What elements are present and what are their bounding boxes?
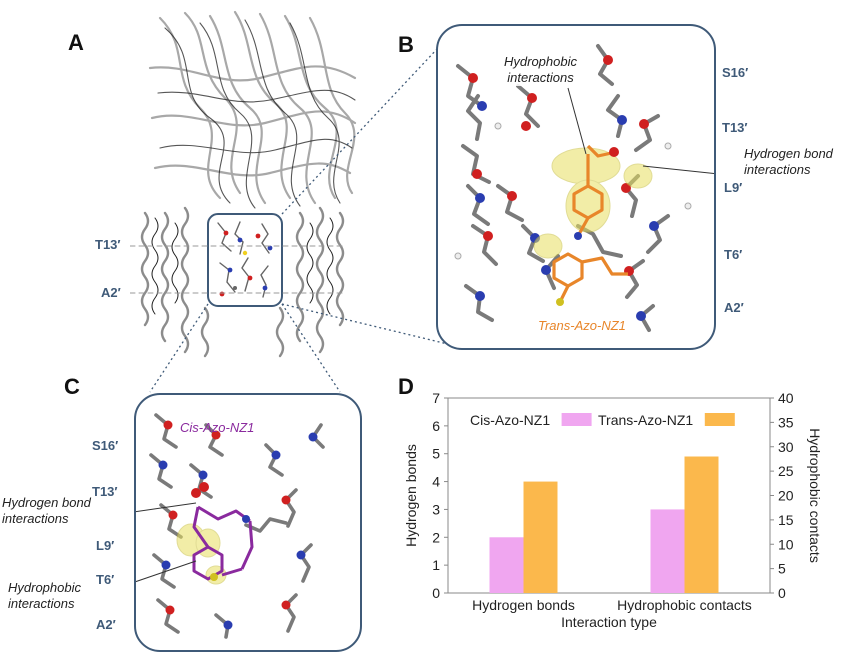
b-res-a2: A2′	[724, 300, 744, 315]
b-ligand-name: Trans-Azo-NZ1	[538, 318, 626, 333]
b-annotation-hbond: Hydrogen bond interactions	[744, 146, 833, 177]
c-res-s16: S16′	[92, 438, 119, 453]
y2-tick-label: 5	[778, 561, 786, 577]
y-tick-label: 4	[432, 474, 440, 490]
cis-binding-site-image	[136, 413, 325, 639]
y2-tick-label: 30	[778, 439, 794, 455]
y2-tick-label: 10	[778, 536, 794, 552]
c-res-t6: T6′	[96, 572, 115, 587]
legend-label-trans: Trans-Azo-NZ1	[598, 412, 693, 428]
y-tick-label: 0	[432, 585, 440, 601]
panel-c-letter: C	[64, 374, 80, 399]
y-axis-title: Hydrogen bonds	[403, 444, 419, 547]
c-res-a2: A2′	[96, 617, 116, 632]
a-label-a2: A2′	[101, 285, 121, 300]
trans-binding-site-image	[454, 44, 714, 332]
y-tick-label: 7	[432, 390, 440, 406]
bar-trans-0	[523, 481, 558, 593]
y2-tick-label: 20	[778, 488, 794, 504]
b-annotation-hydrophobic: Hydrophobic interactions	[504, 54, 577, 86]
y2-axis-title: Hydrophobic contacts	[807, 428, 820, 563]
bar-trans-1	[684, 456, 719, 593]
y-tick-label: 3	[432, 501, 440, 517]
x-axis-title: Interaction type	[561, 614, 657, 630]
b-res-l9: L9′	[724, 180, 743, 195]
y2-tick-label: 35	[778, 414, 794, 430]
x-tick-label: Hydrogen bonds	[472, 597, 575, 613]
interaction-bar-chart: 0 1 2 3 4 5 6 7 0 5 10 15 20 25 30 35 40 Hydrogen bonds Hy…	[403, 390, 820, 630]
y2-tick-label: 15	[778, 512, 794, 528]
y2-tick-label: 0	[778, 585, 786, 601]
b-res-s16: S16′	[722, 65, 749, 80]
bar-cis-1	[650, 509, 685, 593]
legend-swatch-cis	[561, 413, 592, 426]
a-label-t13: T13′	[95, 237, 121, 252]
c-res-t13: T13′	[92, 484, 118, 499]
panel-c-frame	[134, 393, 362, 652]
receptor-structure-image	[130, 10, 357, 358]
c-ligand-name: Cis-Azo-NZ1	[180, 420, 255, 435]
b-res-t6: T6′	[724, 247, 743, 262]
legend-swatch-trans	[704, 413, 735, 426]
y2-tick-label: 25	[778, 463, 794, 479]
y-tick-label: 6	[432, 418, 440, 434]
c-annotation-hbond: Hydrogen bond interactions	[2, 495, 91, 527]
bar-cis-0	[489, 537, 524, 593]
y2-tick-label: 40	[778, 390, 794, 406]
panel-d-letter: D	[398, 374, 414, 399]
c-res-l9: L9′	[96, 538, 115, 553]
y-tick-label: 2	[432, 529, 440, 545]
c-annotation-hydrophobic: Hydrophobic interactions	[8, 580, 81, 612]
y-tick-label: 1	[432, 557, 440, 573]
b-res-t13: T13′	[722, 120, 748, 135]
legend-label-cis: Cis-Azo-NZ1	[470, 412, 550, 428]
x-tick-label: Hydrophobic contacts	[617, 597, 752, 613]
y-tick-label: 5	[432, 446, 440, 462]
panel-a-letter: A	[68, 30, 84, 55]
panel-b-letter: B	[398, 32, 414, 57]
